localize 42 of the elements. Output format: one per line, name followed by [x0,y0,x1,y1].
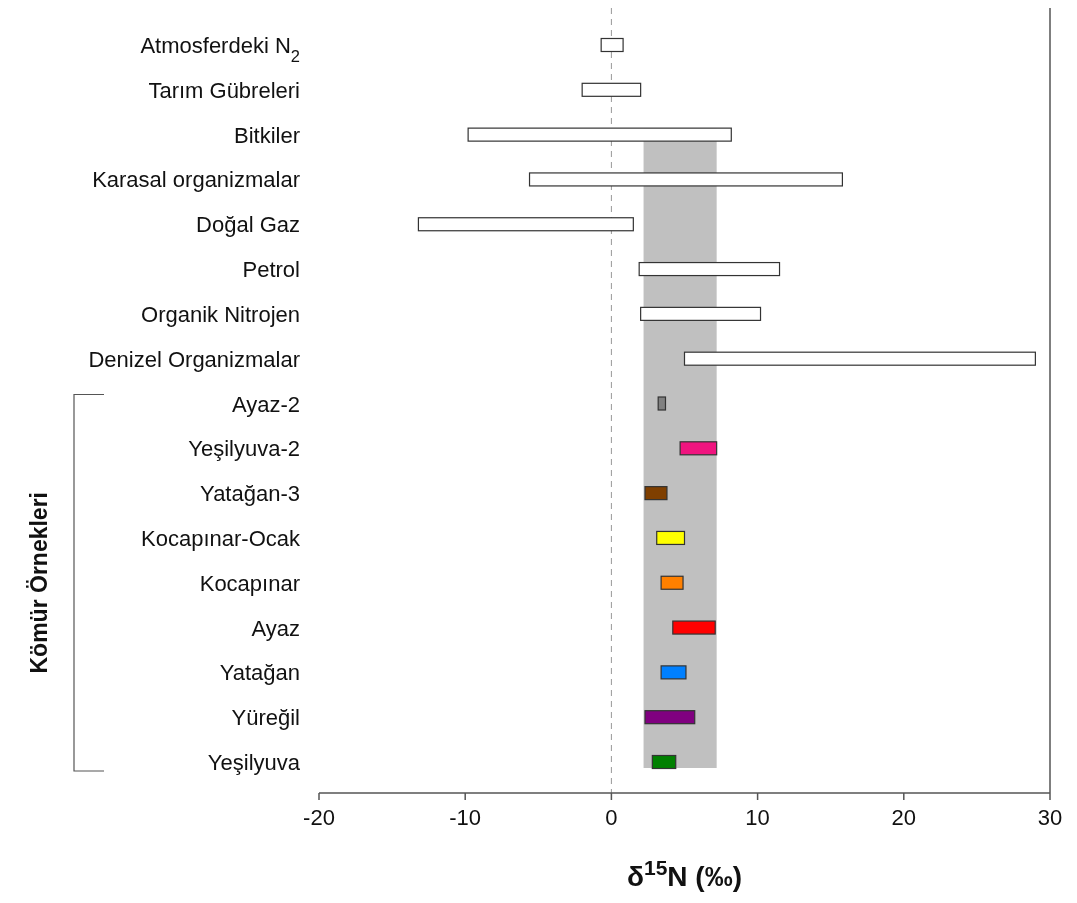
y-tick-label: Atmosferdeki N$_{2}$ [140,33,300,65]
y-tick-label: Yatağan-3 [200,481,300,507]
x-axis-title: δ$^{15}$N (‰) [627,855,742,892]
bar [467,127,732,142]
x-tick-label: 20 [891,805,917,830]
bar [638,261,781,277]
x-tick-label: 0 [605,805,618,830]
bar [683,351,1036,366]
bar [528,172,843,187]
y-tick-label: Petrol [242,257,300,283]
bar [581,82,642,97]
y-tick-label: Bitkiler [233,122,300,148]
bar [660,575,684,590]
bar [600,37,624,53]
y-tick-label: Organik Nitrojen [141,301,300,327]
y-tick-label: Tarım Gübreleri [148,77,300,103]
x-tick-label: -10 [449,805,482,830]
bar [657,396,667,411]
text: Kömür Örnekleri [26,492,52,674]
y-tick-label: Yatağan [219,660,300,686]
x-tick-label: -20 [303,805,335,830]
y-tick-label: Kocapınar-Ocak [141,525,301,551]
bar [417,217,634,232]
y-tick-label: Yüreğil [231,705,300,731]
bar [660,665,687,680]
x-tick-label: 30 [1037,805,1063,830]
y-tick-label: Yeşilyuva-2 [188,436,300,462]
bar [644,486,668,501]
y-tick-label: Denizel Organizmalar [88,346,300,372]
bar [640,306,762,321]
y-tick-label: Yeşilyuva [207,750,301,775]
bar [651,754,677,770]
y-tick-label: Doğal Gaz [196,212,300,238]
y-tick-label: Ayaz [251,615,300,641]
bar [656,530,686,546]
bar [672,620,716,635]
y-tick-label: Karasal organizmalar [92,167,300,193]
bar [644,710,696,725]
bar [679,441,718,456]
y-tick-label: Ayaz-2 [231,391,300,417]
y-tick-label: Kocapınar [199,570,300,596]
x-tick-label: 10 [745,805,770,830]
